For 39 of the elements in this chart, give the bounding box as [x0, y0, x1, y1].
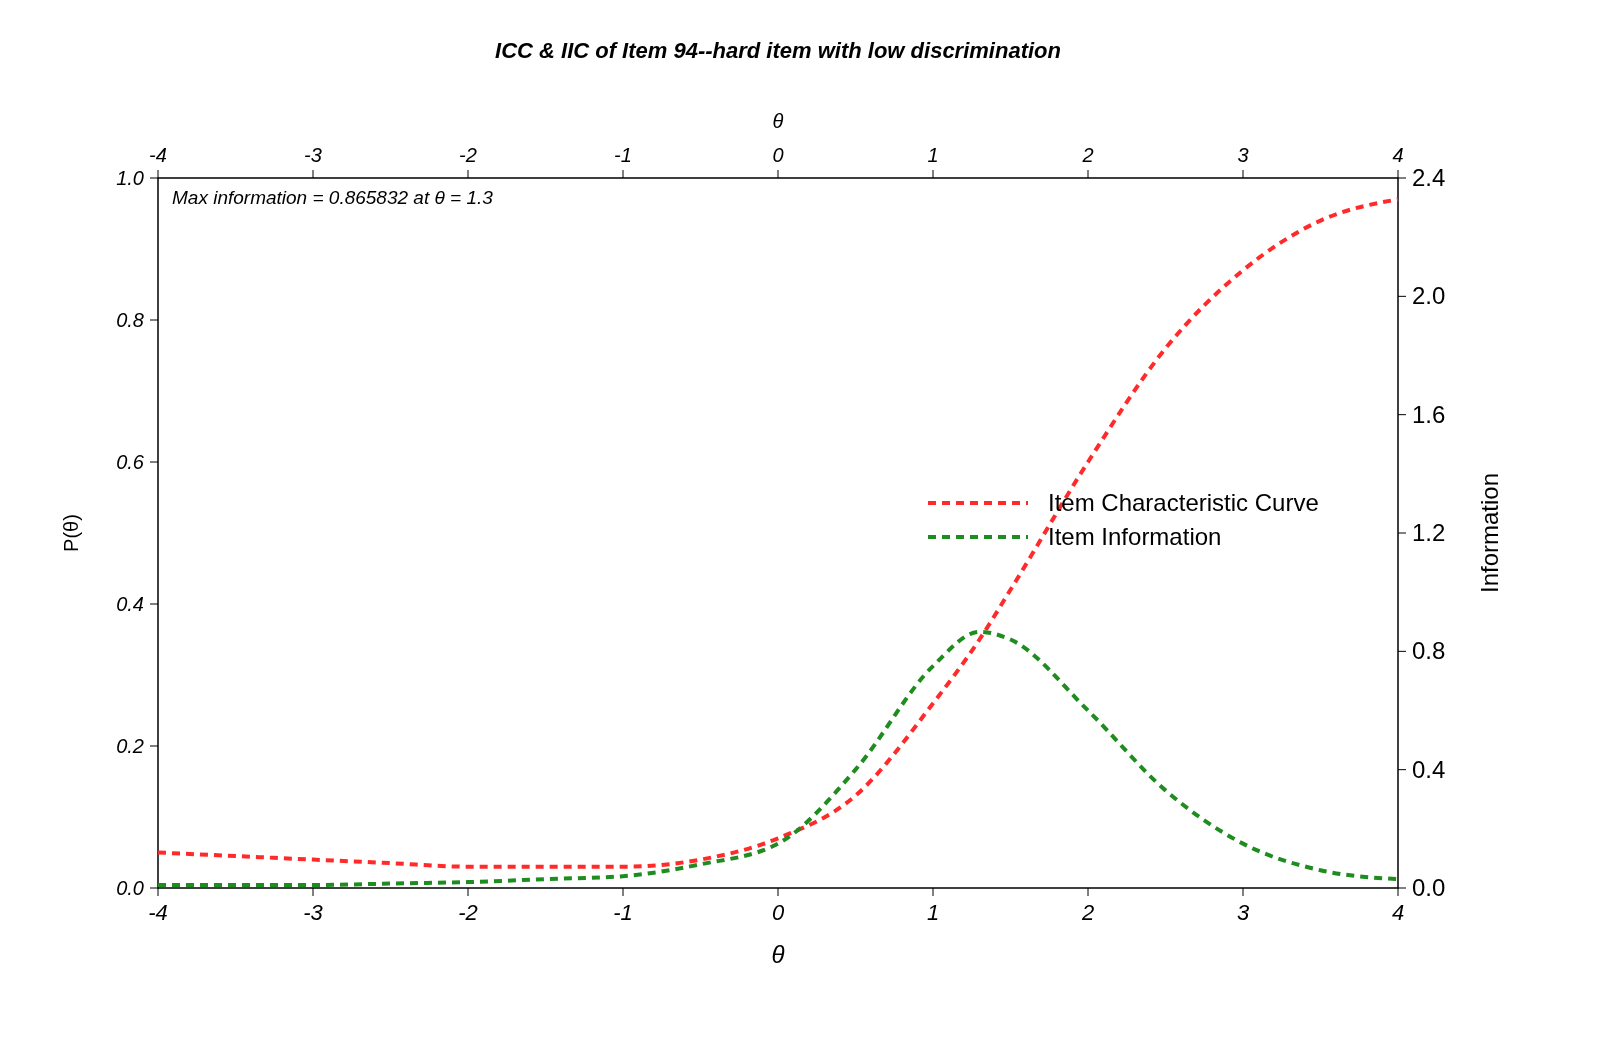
y2-axis-title: Information: [1476, 472, 1503, 594]
x2-tick-label: 2: [1081, 144, 1094, 166]
chart-title: ICC & IIC of Item 94--hard item with low discrimination: [495, 38, 1061, 63]
x-tick-label: -1: [613, 900, 633, 925]
y2-tick-label: 0.4: [1412, 755, 1446, 783]
x-tick-label: 3: [1236, 900, 1250, 925]
legend-label: Item Characteristic Curve: [1048, 489, 1319, 516]
x2-tick-label: 1: [927, 144, 939, 166]
y-tick-label: 0.4: [116, 593, 144, 615]
y2-tick-label: 1.2: [1412, 519, 1446, 546]
y-tick-label: 0.6: [116, 451, 145, 473]
y2-tick-label: 0.0: [1412, 874, 1446, 901]
y2-tick-label: 2.4: [1412, 164, 1446, 191]
x2-tick-label: 4: [1392, 144, 1404, 166]
y-tick-label: 1.0: [116, 167, 144, 189]
y-axis-title: P(θ): [60, 514, 82, 552]
x2-tick-label: -4: [149, 144, 167, 166]
x-tick-label: 4: [1391, 900, 1405, 925]
y2-tick-label: 1.6: [1412, 400, 1446, 428]
y2-tick-label: 0.8: [1412, 637, 1446, 665]
x2-tick-label: -1: [614, 144, 632, 166]
x-tick-label: 2: [1080, 900, 1095, 925]
x2-tick-label: -3: [304, 144, 322, 166]
x-tick-label: 0: [771, 900, 785, 925]
y-tick-label: 0.0: [116, 877, 144, 899]
legend-label: Item Information: [1048, 523, 1222, 550]
x-axis-title: θ: [771, 941, 785, 968]
x-tick-label: -2: [458, 900, 478, 925]
y2-tick-label: 2.0: [1412, 282, 1446, 310]
annotation: Max information = 0.865832 at θ = 1.3: [172, 187, 494, 208]
x-tick-label: -3: [303, 900, 324, 925]
x2-axis-title: θ: [772, 110, 784, 132]
x-tick-label: 1: [926, 900, 940, 925]
x2-tick-label: -2: [459, 144, 477, 166]
x-tick-label: -4: [148, 900, 168, 925]
x2-tick-label: 0: [772, 144, 784, 166]
x2-tick-label: 3: [1237, 144, 1249, 166]
y-tick-label: 0.2: [116, 735, 144, 757]
y-tick-label: 0.8: [116, 309, 144, 331]
